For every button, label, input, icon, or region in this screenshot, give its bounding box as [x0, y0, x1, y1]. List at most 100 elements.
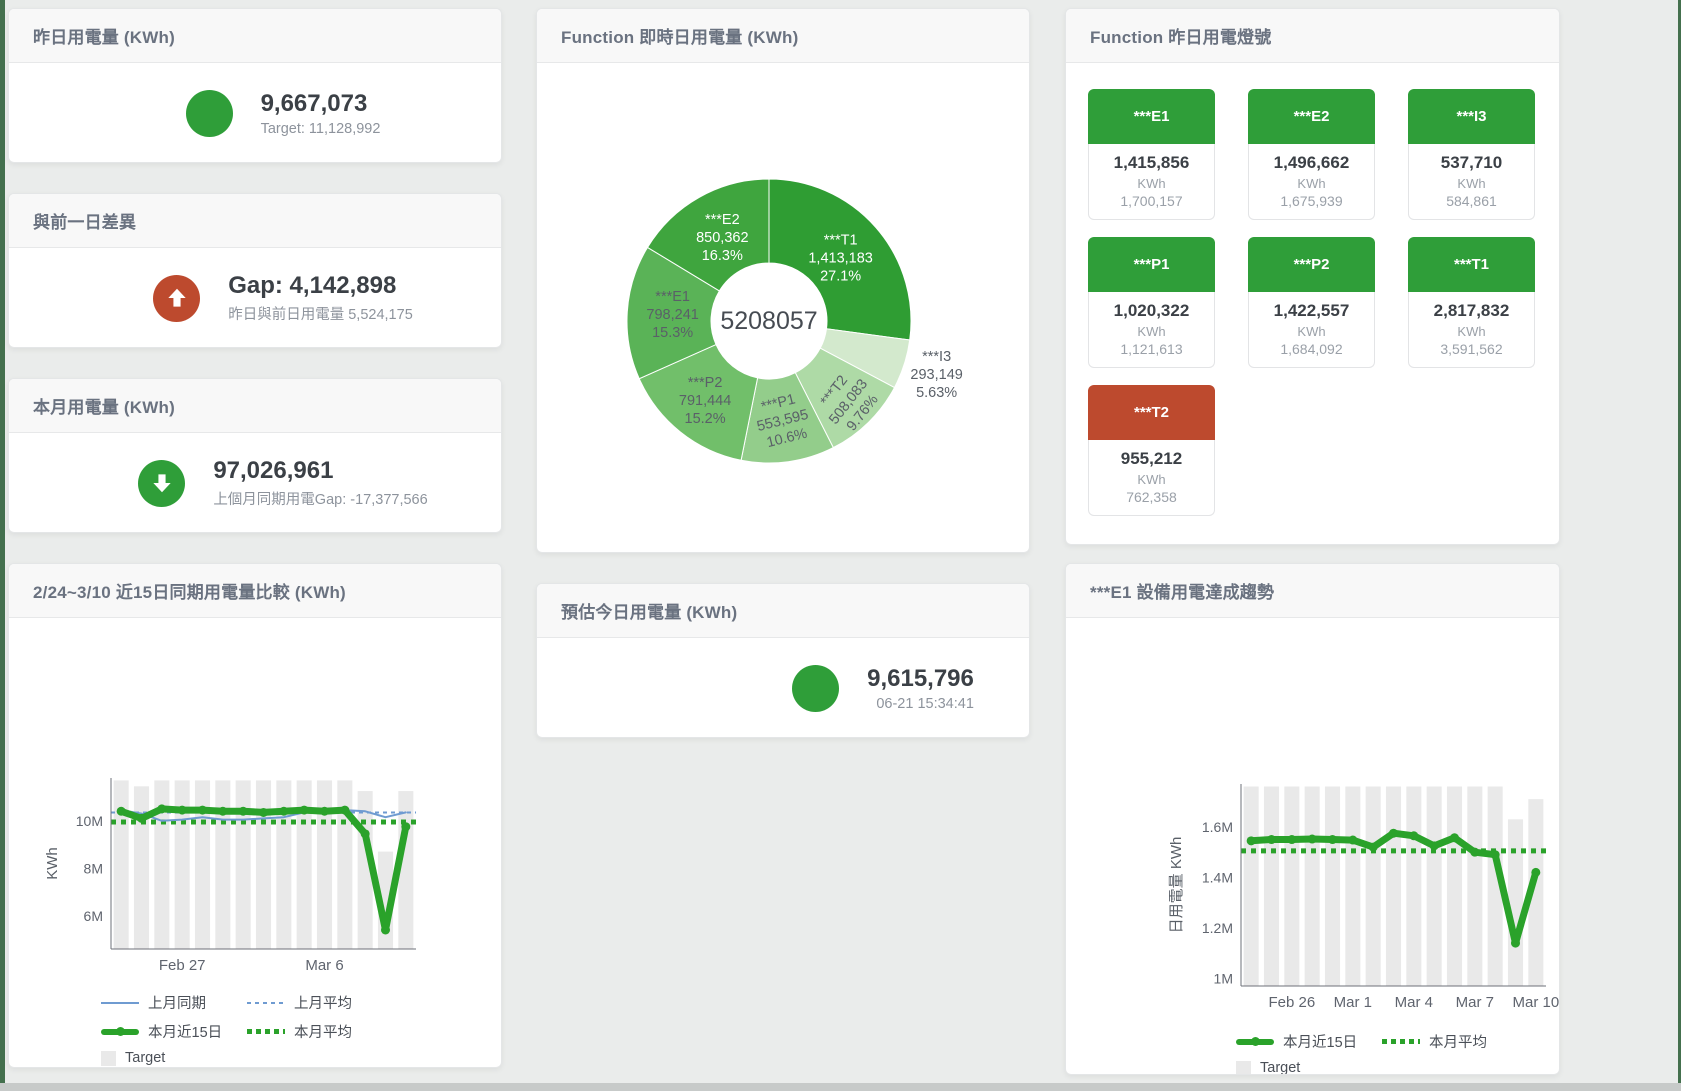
compare-trend-chart[interactable]: 6M 8M 10M Feb 27 Mar 6 KWh — [41, 772, 441, 979]
device-tiles: ***E1 1,415,856 KWh 1,700,157 ***E2 1,49… — [1066, 63, 1559, 516]
tile-target: 1,700,157 — [1120, 193, 1183, 209]
kpi-body: 9,615,796 06-21 15:34:41 — [637, 638, 1029, 737]
card-gap-previous-day: 與前一日差異 Gap: 4,142,898 昨日與前日用電量 5,524,175 — [8, 193, 502, 348]
svg-text:1.4M: 1.4M — [1202, 869, 1233, 885]
kpi-body: Gap: 4,142,898 昨日與前日用電量 5,524,175 — [37, 248, 501, 347]
card-title: 預估今日用電量 (KWh) — [561, 603, 738, 622]
svg-text:1M: 1M — [1214, 970, 1233, 986]
tile-target: 3,591,562 — [1440, 341, 1503, 357]
tile-target: 1,684,092 — [1280, 341, 1343, 357]
kpi-value: 9,615,796 — [867, 664, 974, 692]
card-title: Function 昨日用電燈號 — [1090, 28, 1272, 47]
tile-label: ***E2 — [1248, 89, 1375, 144]
svg-text:Mar 10: Mar 10 — [1512, 994, 1559, 1011]
tile-label: ***T2 — [1088, 385, 1215, 440]
svg-text:1.6M: 1.6M — [1202, 819, 1233, 835]
status-ok-icon — [185, 89, 233, 137]
arrow-up-icon — [153, 274, 201, 322]
tile-unit: KWh — [1297, 324, 1326, 339]
tile-value: 1,422,557 — [1273, 301, 1350, 320]
card-title: 2/24~3/10 近15日同期用電量比較 (KWh) — [33, 583, 346, 602]
e1-trend-chart[interactable]: 1M 1.2M 1.4M 1.6M Feb 26 Mar 1 Mar 4 Mar 7 Mar 1… — [1146, 776, 1560, 1018]
tile-unit: KWh — [1137, 324, 1166, 339]
kpi-value: Gap: 4,142,898 — [228, 272, 397, 299]
card-header: Function 即時日用電量 (KWh) — [537, 9, 1029, 63]
device-tile-p2: ***P2 1,422,557 KWh 1,684,092 — [1248, 237, 1375, 368]
box-swatch-icon — [1236, 1060, 1251, 1074]
svg-text:KWh: KWh — [44, 847, 61, 880]
kpi-sub: 上個月同期用電Gap: -17,377,566 — [213, 492, 428, 508]
card-estimate-today: 預估今日用電量 (KWh) 9,615,796 06-21 15:34:41 — [536, 583, 1030, 738]
dash-swatch-icon — [247, 1001, 285, 1004]
line-swatch-icon — [1236, 1037, 1274, 1046]
svg-text:Feb 26: Feb 26 — [1268, 994, 1315, 1011]
svg-text:日用電量 KWh: 日用電量 KWh — [1168, 837, 1185, 934]
card-e1-trend: ***E1 設備用電達成趨勢 1M 1.2M 1.4M 1.6M Feb 26 Mar 1… — [1065, 563, 1560, 1075]
tile-label: ***P1 — [1088, 237, 1215, 292]
kpi-sub: 昨日與前日用電量 5,524,175 — [228, 307, 413, 323]
card-header: 預估今日用電量 (KWh) — [537, 584, 1029, 638]
device-tile-e1: ***E1 1,415,856 KWh 1,700,157 — [1088, 89, 1215, 220]
chart-area: 6M 8M 10M Feb 27 Mar 6 KWh 上月同期 上月平均 本月近15日 本… — [9, 618, 501, 1066]
tile-target: 762,358 — [1126, 489, 1177, 505]
card-header: 本月用電量 (KWh) — [9, 379, 501, 433]
card-title: 昨日用電量 (KWh) — [33, 28, 175, 47]
svg-text:Mar 1: Mar 1 — [1334, 994, 1372, 1011]
svg-text:Mar 4: Mar 4 — [1395, 994, 1433, 1011]
svg-text:10M: 10M — [76, 813, 103, 829]
svg-text:Mar 7: Mar 7 — [1456, 994, 1494, 1011]
legend-item-thismonth-line[interactable]: 本月近15日 — [101, 1021, 247, 1042]
box-swatch-icon — [101, 1050, 116, 1066]
tile-unit: KWh — [1457, 176, 1486, 191]
card-status-lights: Function 昨日用電燈號 ***E1 1,415,856 KWh 1,70… — [1065, 8, 1560, 545]
legend-item-thismonth-line[interactable]: 本月近15日 — [1236, 1031, 1382, 1052]
card-compare-chart: 2/24~3/10 近15日同期用電量比較 (KWh) 6M 8M 10M Feb 2… — [8, 563, 502, 1068]
tile-value: 2,817,832 — [1433, 301, 1510, 320]
card-title: 與前一日差異 — [33, 213, 137, 232]
svg-text:1.2M: 1.2M — [1202, 920, 1233, 936]
legend-item-thismonth-avg[interactable]: 本月平均 — [247, 1021, 393, 1042]
tile-label: ***T1 — [1408, 237, 1535, 292]
status-ok-icon — [792, 664, 840, 712]
tile-target: 1,675,939 — [1280, 193, 1343, 209]
kpi-value: 9,667,073 — [260, 89, 368, 117]
card-realtime-donut: Function 即時日用電量 (KWh) ***T1 1,413,183 27.1… — [536, 8, 1030, 553]
svg-text:8M: 8M — [84, 860, 103, 876]
tile-unit: KWh — [1297, 176, 1326, 191]
horizontal-scrollbar[interactable] — [0, 1083, 1681, 1091]
svg-text:Mar 6: Mar 6 — [305, 957, 343, 974]
tile-unit: KWh — [1137, 176, 1166, 191]
tile-unit: KWh — [1137, 472, 1166, 487]
tile-value: 1,020,322 — [1113, 301, 1190, 320]
card-month-usage: 本月用電量 (KWh) 97,026,961 上個月同期用電Gap: -17,3… — [8, 378, 502, 533]
kpi-text: 97,026,961 上個月同期用電Gap: -17,377,566 — [213, 457, 427, 509]
legend-item-thismonth-avg[interactable]: 本月平均 — [1382, 1031, 1528, 1052]
tile-label: ***P2 — [1248, 237, 1375, 292]
chart-legend: 本月近15日 本月平均 Target — [1236, 1031, 1559, 1074]
kpi-text: 9,615,796 06-21 15:34:41 — [867, 665, 974, 712]
svg-text:Feb 27: Feb 27 — [159, 957, 206, 974]
kpi-text: 9,667,073 Target: 11,128,992 — [261, 90, 381, 137]
svg-text:6M: 6M — [84, 908, 103, 924]
device-tile-i3: ***I3 537,710 KWh 584,861 — [1408, 89, 1535, 220]
chart-area: 1M 1.2M 1.4M 1.6M Feb 26 Mar 1 Mar 4 Mar 7 Mar 1… — [1066, 618, 1560, 1074]
kpi-target: Target: 11,128,992 — [260, 120, 381, 137]
legend-item-target[interactable]: Target — [101, 1050, 247, 1066]
legend-item-lastmonth-avg[interactable]: 上月平均 — [247, 992, 393, 1013]
dots-swatch-icon — [247, 1029, 285, 1034]
card-header: Function 昨日用電燈號 — [1066, 9, 1559, 63]
tile-value: 537,710 — [1440, 153, 1503, 172]
realtime-usage-donut-chart[interactable]: ***T1 1,413,183 27.1%***I3 293,149 5.63%***T… — [537, 63, 1029, 545]
tile-target: 1,121,613 — [1120, 341, 1183, 357]
legend-item-target[interactable]: Target — [1236, 1060, 1382, 1074]
tile-unit: KWh — [1457, 324, 1486, 339]
card-yesterday-usage: 昨日用電量 (KWh) 9,667,073 Target: 11,128,992 — [8, 8, 502, 163]
device-tile-p1: ***P1 1,020,322 KWh 1,121,613 — [1088, 237, 1215, 368]
legend-item-lastmonth-line[interactable]: 上月同期 — [101, 992, 247, 1013]
kpi-text: Gap: 4,142,898 昨日與前日用電量 5,524,175 — [228, 272, 413, 324]
